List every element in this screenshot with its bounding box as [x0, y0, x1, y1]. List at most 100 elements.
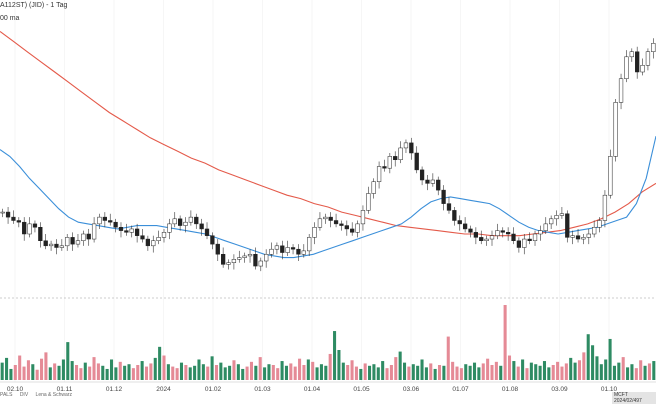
volume-bar — [647, 363, 651, 380]
candle-body — [274, 245, 280, 250]
volume-bar — [109, 359, 114, 380]
volume-bar — [79, 368, 83, 380]
volume-bar — [394, 357, 398, 380]
volume-bar — [564, 363, 568, 380]
candle-body — [188, 216, 194, 223]
candle-body — [258, 260, 263, 267]
volume-bar — [179, 362, 184, 380]
candle-body — [264, 254, 269, 262]
x-tick-label: 2024 — [156, 386, 171, 393]
volume-bar — [569, 357, 573, 380]
x-tick-label: 01.07 — [452, 386, 469, 393]
candle-body — [161, 232, 167, 238]
volume-bar — [302, 365, 306, 380]
x-tick-label: 01.03 — [254, 386, 271, 393]
volume-bar — [0, 362, 4, 380]
volume-bar — [26, 360, 30, 380]
moving-average-slow — [0, 31, 656, 237]
candle-body — [608, 156, 613, 196]
volume-bar — [9, 368, 13, 380]
volume-bar — [468, 365, 472, 380]
volume-bar — [442, 365, 446, 380]
volume-bar — [201, 364, 205, 380]
volume-bar — [634, 368, 638, 380]
x-tick-label: 01.10 — [601, 386, 618, 393]
candle-body — [651, 43, 656, 52]
candle-body — [350, 228, 355, 233]
volume-bar — [92, 357, 96, 380]
candle-body — [436, 179, 441, 191]
candle-body — [108, 220, 113, 223]
candle-body — [516, 240, 522, 248]
candle-body — [360, 210, 366, 225]
candle-body — [624, 56, 629, 79]
volume-bar — [328, 353, 332, 380]
volume-bar — [490, 365, 494, 380]
candle-body — [333, 220, 339, 225]
candle-body — [70, 237, 75, 245]
volume-bar — [75, 365, 79, 380]
candle-body — [118, 227, 124, 231]
volume-bar — [591, 345, 595, 380]
volume-bar — [214, 365, 219, 380]
volume-bar — [289, 363, 293, 380]
candle-body — [549, 218, 554, 225]
chart-title: A112ST) (JID) - 1 Tag — [0, 2, 68, 9]
volume-bar — [44, 352, 48, 380]
ma-slow-line — [0, 31, 656, 237]
candle-body — [38, 227, 43, 241]
volume-bar — [407, 366, 411, 380]
candle-body — [414, 152, 419, 171]
ma-fast-line — [0, 135, 656, 259]
volume-bar — [258, 357, 262, 380]
candle-body — [495, 230, 500, 236]
candle-body — [134, 228, 140, 236]
candle-body — [452, 210, 457, 221]
candle-body — [151, 240, 156, 247]
volume-bar — [127, 364, 131, 380]
volume-bar — [437, 365, 442, 380]
candle-body — [296, 248, 301, 255]
candle-body — [446, 203, 452, 211]
volume-bar — [512, 361, 516, 380]
volume-bar — [149, 363, 153, 380]
candle-body — [43, 240, 48, 247]
candle-body — [355, 223, 360, 233]
volume-bar — [529, 362, 533, 380]
candle-body — [376, 166, 382, 182]
candle-body — [484, 238, 489, 241]
volume-bar — [96, 363, 100, 380]
candle-body — [102, 216, 107, 221]
volume-bar — [136, 365, 140, 380]
volume-bar — [363, 363, 367, 380]
candle-body — [581, 237, 586, 240]
candle-body — [183, 221, 188, 226]
candle-body — [602, 194, 608, 221]
volume-bar — [621, 357, 625, 380]
volume-bar — [236, 364, 240, 380]
candle-body — [586, 233, 591, 238]
candle-body — [312, 227, 317, 238]
candle-body — [635, 51, 640, 73]
volume-bar — [560, 366, 564, 380]
candle-body — [0, 211, 5, 214]
volume-bar — [372, 364, 376, 380]
candle-body — [398, 147, 403, 160]
candle-body — [317, 218, 323, 228]
volume-bar — [271, 365, 275, 380]
volume-bar — [381, 361, 385, 380]
candle-body — [172, 218, 177, 225]
footer-item: PALS — [0, 392, 13, 398]
candle-body — [393, 156, 398, 160]
volume-bar — [61, 359, 65, 380]
volume-bar — [608, 338, 612, 380]
candle-body — [301, 250, 306, 255]
volume-bar — [276, 368, 280, 380]
x-tick-label: 01.02 — [205, 386, 222, 393]
volume-bar — [219, 362, 223, 380]
candle-body — [65, 237, 70, 247]
volume-bar — [101, 365, 105, 380]
candle-body — [48, 243, 54, 247]
candle-body — [54, 243, 59, 248]
